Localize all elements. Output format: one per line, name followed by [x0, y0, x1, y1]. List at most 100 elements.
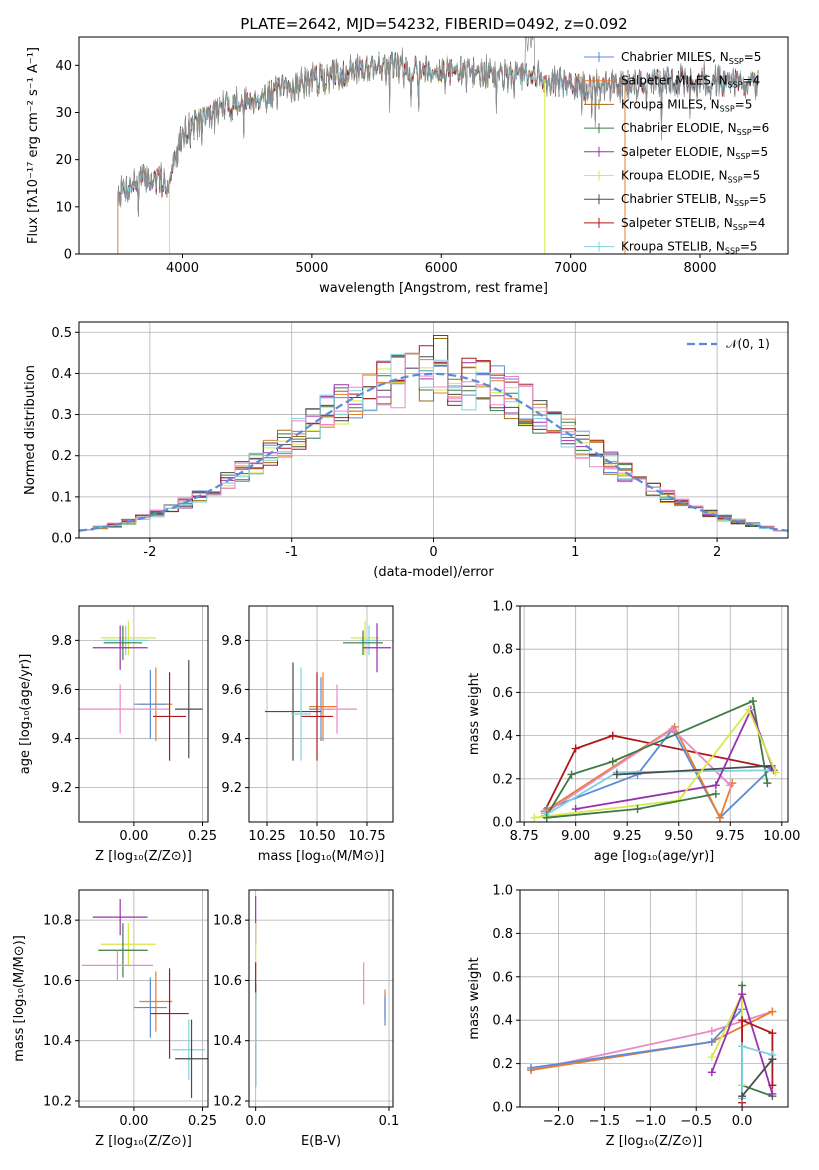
weight-marker	[738, 981, 747, 990]
errorbar-point	[172, 1019, 206, 1080]
weight-line	[546, 699, 769, 816]
tick-label-y: 20	[55, 153, 72, 168]
errorbar-point	[175, 660, 203, 759]
weight-marker	[571, 805, 580, 814]
legend-text: Kroupa ELODIE, N	[621, 169, 728, 183]
observed-spectrum-line	[117, 37, 759, 218]
weight-marker	[711, 781, 720, 790]
legend-entry: Salpeter ELODIE, NSSP=5	[621, 145, 768, 161]
errorbar-points	[81, 899, 208, 1098]
age-vs-mass-panel: 10.25 10.50 10.75 9.2 9.4 9.6 9.8 mass [log₁₀(M…	[221, 605, 394, 864]
axes-frame	[78, 889, 209, 1108]
weight-marker	[738, 1092, 747, 1101]
spectrum-panel: 4000 5000 6000 7000 8000 0 10 20 30 40 wavelength …	[26, 36, 789, 296]
axes-frame	[78, 321, 789, 539]
weight-marker	[738, 1016, 747, 1025]
axis-label-x: (data-model)/error	[373, 565, 494, 580]
tick-label-y: 10	[55, 200, 72, 215]
tick-label-y: 0.1	[51, 490, 72, 505]
residuals-panel: -2 -1 0 1 2 0.0 0.1 0.2 0.3 0.4 0.5 (data-model)/er…	[23, 321, 789, 580]
weight-line	[544, 725, 734, 820]
spectrum-lines	[117, 37, 759, 254]
weight-marker	[738, 1042, 747, 1051]
errorbar-point	[301, 672, 333, 761]
axis-label-y: Flux [fλ10⁻¹⁷ erg cm⁻² s⁻¹ A⁻¹]	[26, 47, 41, 244]
tick-label-x: 7000	[554, 261, 587, 276]
axis-label-x: Z [log₁₀(Z/Z⊙)]	[606, 1134, 703, 1149]
errorbar-point	[100, 620, 156, 656]
errorbar-point	[153, 672, 187, 761]
weight-marker	[707, 1037, 716, 1046]
age-vs-metallicity-panel: 0.00 0.25 9.2 9.4 9.6 9.8 Z [log₁₀(Z/Z⊙)] age […	[18, 605, 217, 864]
weight-line	[616, 764, 772, 776]
tick-label-x: 9.75	[716, 829, 745, 844]
legend-subscript: SSP	[728, 176, 743, 185]
weight-marker	[530, 813, 539, 822]
tick-label-y: 0.4	[492, 729, 513, 744]
tick-label-y: 10.2	[43, 1094, 72, 1109]
tick-label-x: 1	[571, 545, 579, 560]
weight-marker	[567, 770, 576, 779]
legend-subscript: SSP	[735, 152, 750, 161]
tick-label-y: 10.4	[43, 1034, 72, 1049]
errorbar-point	[133, 977, 167, 1038]
tick-label-y: 0.4	[51, 367, 72, 382]
axes-frame	[519, 605, 789, 823]
axis-label-x: E(B-V)	[301, 1134, 341, 1149]
axis-label-y: Normed distribution	[23, 365, 38, 495]
tick-label-x: −0.5	[680, 1114, 712, 1129]
axis-label-y: mass [log₁₀(M/M⊙)]	[12, 935, 27, 1062]
weight-vs-age-panel: 8.75 9.00 9.25 9.50 9.75 10.00 0.0 0.2 0.4 0.6 0.8…	[467, 600, 800, 865]
tick-label-y: 30	[55, 106, 72, 121]
weight-marker	[542, 813, 551, 822]
weight-marker	[608, 757, 617, 766]
errorbar-point	[103, 625, 148, 656]
weight-marker	[707, 1068, 716, 1077]
axis-label-y: mass weight	[467, 673, 482, 755]
errorbar-point	[98, 923, 148, 978]
weight-marker	[707, 1027, 716, 1036]
tick-label-y: 0.3	[51, 408, 72, 423]
histogram-series	[79, 353, 788, 532]
legend-suffix: =6	[752, 121, 770, 135]
weight-line	[741, 1058, 774, 1097]
figure-title: PLATE=2642, MJD=54232, FIBERID=0492, z=0…	[240, 15, 627, 33]
tick-label-y: 9.8	[51, 634, 72, 649]
axis-label-x: Z [log₁₀(Z/Z⊙)]	[95, 849, 192, 864]
legend-text: Chabrier MILES, N	[621, 50, 729, 64]
tick-label-y: 10.8	[213, 914, 242, 929]
legend-entry: Chabrier ELODIE, NSSP=6	[621, 121, 769, 137]
weight-marker	[763, 779, 772, 788]
axes-frame	[78, 36, 789, 255]
mass-vs-metallicity-panel: 0.00 0.25 10.2 10.4 10.6 10.8 Z [log₁₀(Z/Z⊙)] m…	[12, 889, 217, 1149]
tick-label-x: 0.0	[732, 1114, 753, 1129]
tick-label-y: 1.0	[492, 884, 513, 899]
axis-label-y: mass weight	[467, 957, 482, 1039]
errorbar-point	[139, 971, 173, 1032]
tick-label-x: 0.1	[379, 1114, 400, 1129]
legend-entry: Kroupa MILES, NSSP=5	[621, 97, 752, 113]
tick-label-y: 0.6	[492, 970, 513, 985]
legend-suffix: =5	[735, 97, 753, 111]
histogram-series	[79, 345, 788, 532]
weight-marker	[707, 1053, 716, 1062]
axes-frame	[519, 889, 789, 1108]
legend-text: Kroupa MILES, N	[621, 97, 720, 111]
errorbar-point	[317, 684, 357, 734]
tick-label-y: 0.5	[51, 326, 72, 341]
weight-marker	[726, 781, 735, 790]
legend-subscript: SSP	[720, 104, 735, 113]
legend-suffix: =5	[743, 169, 761, 183]
legend-suffix: =5	[749, 192, 767, 206]
errorbar-points	[265, 620, 391, 761]
histogram-lines	[79, 335, 788, 532]
tick-label-x: 9.50	[664, 829, 693, 844]
tick-label-x: 0.25	[188, 1114, 217, 1129]
tick-label-x: 0.25	[188, 829, 217, 844]
legend-text: Salpeter ELODIE, N	[621, 145, 735, 159]
tick-label-x: 10.00	[763, 829, 800, 844]
histogram-series	[79, 352, 788, 532]
legend-suffix: =5	[740, 240, 758, 254]
tick-label-x: −1.0	[635, 1114, 667, 1129]
tick-label-y: 0.2	[492, 772, 513, 787]
